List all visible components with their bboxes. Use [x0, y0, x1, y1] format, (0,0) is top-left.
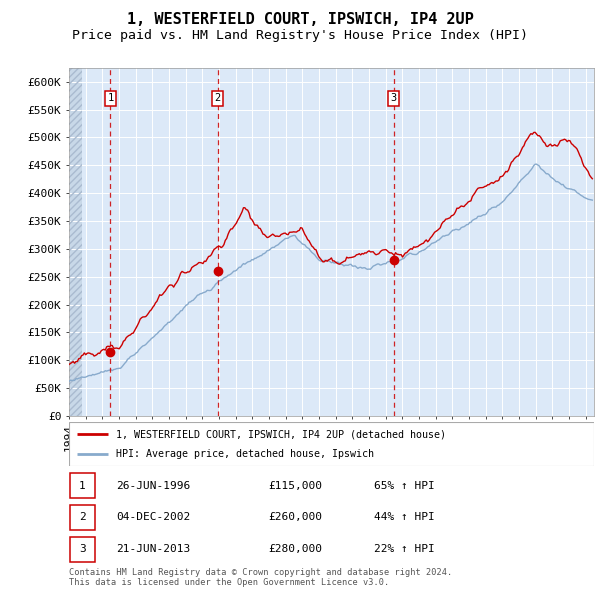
Text: Price paid vs. HM Land Registry's House Price Index (HPI): Price paid vs. HM Land Registry's House … [72, 29, 528, 42]
Text: 21-JUN-2013: 21-JUN-2013 [116, 545, 191, 554]
Text: 44% ↑ HPI: 44% ↑ HPI [373, 513, 434, 522]
Text: 2: 2 [79, 513, 86, 522]
Bar [69, 68, 82, 416]
Text: 26-JUN-1996: 26-JUN-1996 [116, 481, 191, 490]
Text: £280,000: £280,000 [269, 545, 323, 554]
Text: 3: 3 [79, 545, 86, 554]
Bar [70, 536, 95, 562]
Text: 1: 1 [79, 481, 86, 490]
Text: 3: 3 [391, 93, 397, 103]
Text: 1, WESTERFIELD COURT, IPSWICH, IP4 2UP: 1, WESTERFIELD COURT, IPSWICH, IP4 2UP [127, 12, 473, 27]
Text: 22% ↑ HPI: 22% ↑ HPI [373, 545, 434, 554]
Text: HPI: Average price, detached house, Ipswich: HPI: Average price, detached house, Ipsw… [116, 449, 374, 458]
Text: Contains HM Land Registry data © Crown copyright and database right 2024.
This d: Contains HM Land Registry data © Crown c… [69, 568, 452, 587]
Text: £115,000: £115,000 [269, 481, 323, 490]
Text: 65% ↑ HPI: 65% ↑ HPI [373, 481, 434, 490]
Bar [69, 68, 82, 416]
Text: 1: 1 [107, 93, 113, 103]
Bar [70, 473, 95, 499]
Text: 04-DEC-2002: 04-DEC-2002 [116, 513, 191, 522]
Text: 1, WESTERFIELD COURT, IPSWICH, IP4 2UP (detached house): 1, WESTERFIELD COURT, IPSWICH, IP4 2UP (… [116, 430, 446, 439]
Bar [70, 504, 95, 530]
Text: 2: 2 [215, 93, 221, 103]
Text: £260,000: £260,000 [269, 513, 323, 522]
